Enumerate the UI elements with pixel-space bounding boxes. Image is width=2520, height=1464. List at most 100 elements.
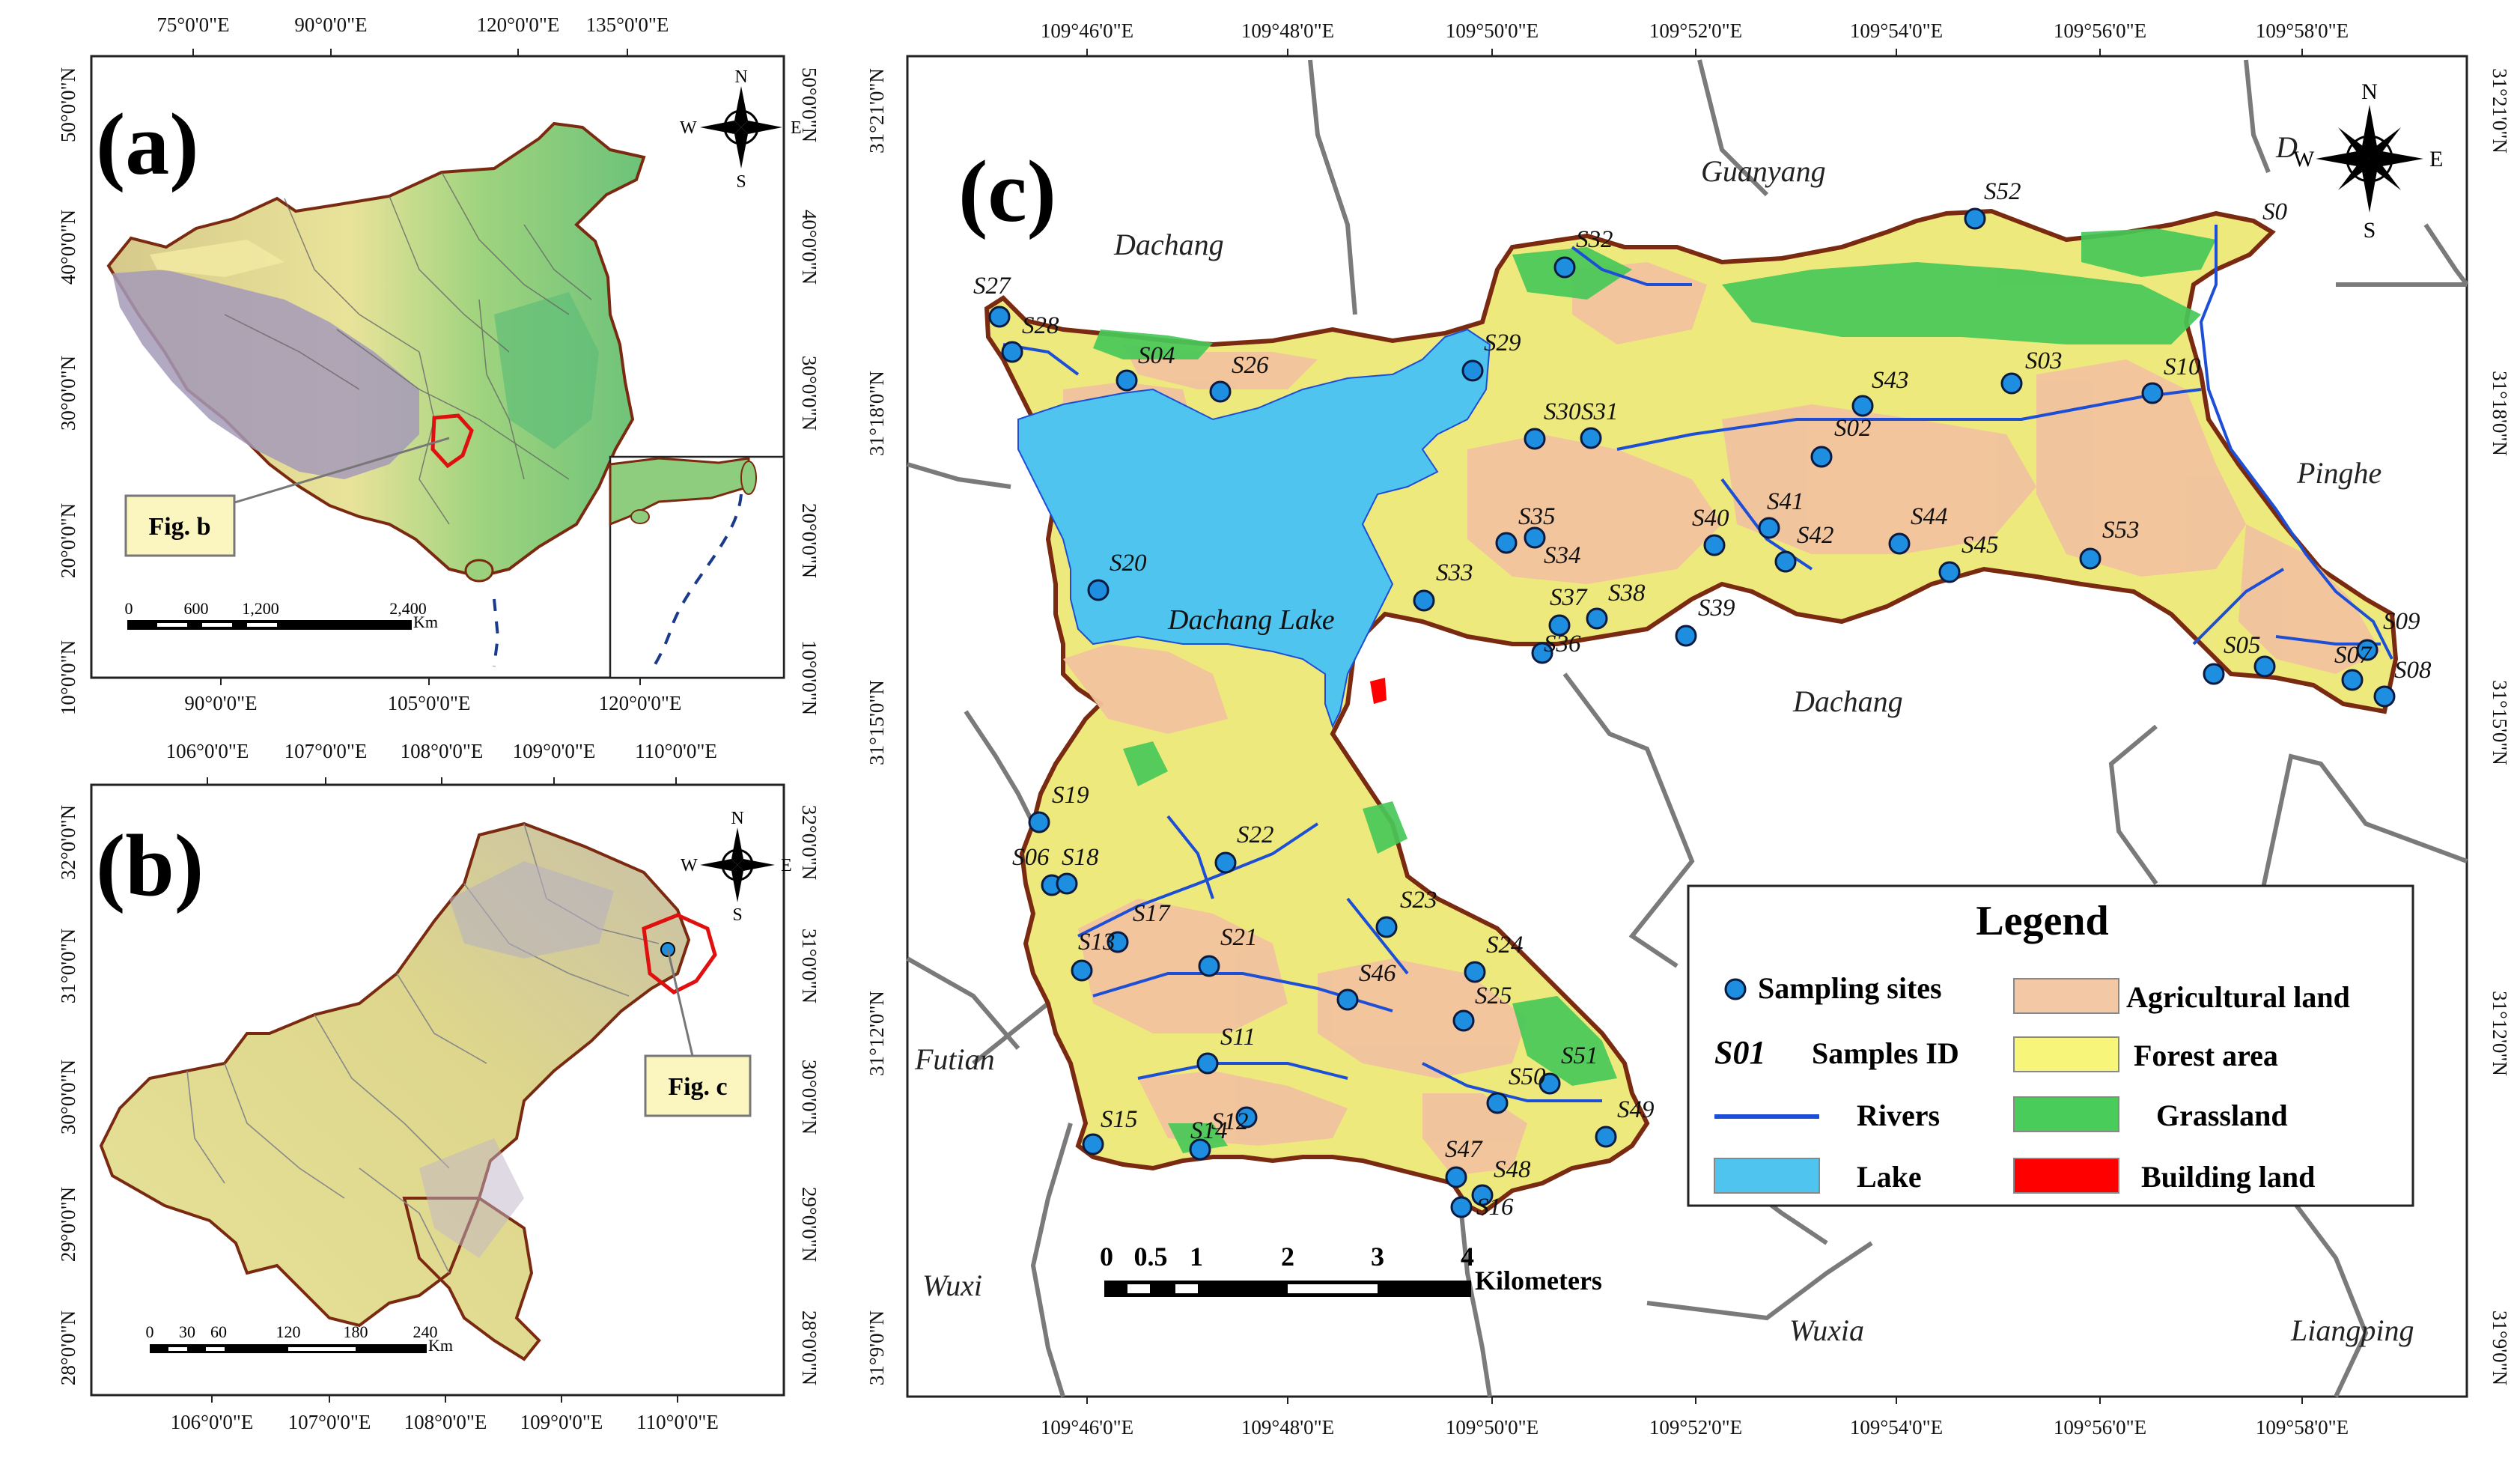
svg-text:W: W xyxy=(2293,147,2315,171)
lon-tick-label: 105°0'0"E xyxy=(388,692,471,714)
site-label: S31 xyxy=(1581,398,1619,425)
lat-tick-label: 31°15'0"N xyxy=(2489,680,2511,765)
place-name: Dachang xyxy=(1792,684,1903,718)
site-label: S06 xyxy=(1012,844,1050,871)
site-marker xyxy=(1071,959,1093,982)
site-marker xyxy=(1553,256,1576,279)
site-marker xyxy=(1486,1092,1509,1114)
lat-tick-label: 20°0'0"N xyxy=(57,503,79,578)
lat-tick-label: 30°0'0"N xyxy=(798,1060,821,1135)
site-label: S28 xyxy=(1022,312,1059,339)
site-marker xyxy=(1758,517,1780,539)
site-marker xyxy=(1938,561,1961,583)
site-marker xyxy=(1703,534,1726,556)
legend-label: Building land xyxy=(2141,1160,2315,1194)
svg-text:E: E xyxy=(781,856,792,875)
lon-tick-label: 109°46'0"E xyxy=(1041,1416,1133,1439)
lat-tick-label: 31°9'0"N xyxy=(2489,1310,2511,1385)
scale-tick: 1 xyxy=(1190,1242,1203,1272)
site-marker xyxy=(1774,550,1797,573)
site-label: S38 xyxy=(1608,580,1646,607)
scale-bar-c xyxy=(1104,1281,1471,1297)
scale-unit: Km xyxy=(413,613,438,631)
site-marker xyxy=(1461,359,1484,382)
site-label: S46 xyxy=(1359,960,1396,987)
legend-symbol-dot xyxy=(1724,978,1747,1000)
site-marker xyxy=(1198,955,1220,977)
panel-b-ticks: 106°0'0"E 107°0'0"E 108°0'0"E 109°0'0"E 110°… xyxy=(57,740,821,1433)
admin-boundaries xyxy=(906,59,2469,1398)
tibet-plateau xyxy=(112,270,419,479)
lon-tick-label: 135°0'0"E xyxy=(586,13,669,36)
lat-tick-label: 32°0'0"N xyxy=(57,805,79,880)
lon-tick-label: 110°0'0"E xyxy=(636,1411,719,1433)
site-marker xyxy=(1336,988,1359,1011)
site-label: S33 xyxy=(1436,559,1473,586)
legend-label: Forest area xyxy=(2134,1039,2278,1072)
lon-tick-label: 109°52'0"E xyxy=(1649,19,1742,42)
site-label: S50 xyxy=(1509,1063,1546,1090)
lat-tick-label: 31°0'0"N xyxy=(798,929,821,1003)
scale-tick: 30 xyxy=(179,1322,195,1341)
site-label: S17 xyxy=(1133,900,1171,927)
svg-text:W: W xyxy=(681,856,698,875)
site-marker xyxy=(1548,614,1571,637)
site-marker xyxy=(2253,655,2276,678)
chongqing-highlight xyxy=(430,413,474,469)
site-marker xyxy=(1888,532,1911,555)
lat-tick-label: 10°0'0"N xyxy=(798,640,821,715)
lon-tick-label: 109°56'0"E xyxy=(2054,19,2146,42)
place-name: D xyxy=(2275,130,2298,164)
site-marker xyxy=(2356,639,2379,661)
site-label: S08 xyxy=(2394,657,2432,684)
site-label: S39 xyxy=(1698,595,1735,622)
site-label: S05 xyxy=(2224,632,2261,659)
lon-tick-label: 109°50'0"E xyxy=(1446,1416,1539,1439)
province-boundaries xyxy=(224,171,592,525)
site-label: S09 xyxy=(2383,608,2420,635)
site-label: S13 xyxy=(1078,929,1116,956)
scale-tick: 240 xyxy=(413,1322,438,1341)
lat-tick-label: 31°18'0"N xyxy=(2489,371,2511,456)
site-marker xyxy=(1107,931,1129,953)
site-marker xyxy=(2141,382,2164,404)
lon-tick-label: 109°56'0"E xyxy=(2054,1416,2146,1439)
lat-tick-label: 30°0'0"N xyxy=(798,356,821,431)
site-label: S30 xyxy=(1544,398,1581,425)
site-label: S0 xyxy=(2262,198,2288,225)
svg-text:S: S xyxy=(2364,218,2376,243)
site-marker xyxy=(1116,369,1138,392)
site-marker xyxy=(1445,1166,1467,1188)
site-marker xyxy=(1082,1133,1104,1155)
site-marker xyxy=(1196,1052,1219,1075)
site-marker xyxy=(1851,395,1874,417)
lon-tick-label: 109°58'0"E xyxy=(2256,19,2349,42)
site-label: S02 xyxy=(1834,415,1872,442)
site-marker xyxy=(1524,428,1546,450)
site-label: S47 xyxy=(1445,1136,1483,1163)
site-label: S23 xyxy=(1400,887,1437,914)
north-arrow-b: N S E W xyxy=(681,809,792,925)
scale-tick: 120 xyxy=(276,1322,301,1341)
site-label: S36 xyxy=(1544,631,1581,657)
legend-label: Lake xyxy=(1857,1160,1922,1194)
site-label: S24 xyxy=(1486,932,1524,959)
site-label: S52 xyxy=(1984,178,2021,205)
callout-box-c xyxy=(644,1054,752,1117)
lat-tick-label: 31°15'0"N xyxy=(865,680,888,765)
lat-tick-label: 31°12'0"N xyxy=(865,991,888,1076)
lat-tick-label: 31°12'0"N xyxy=(2489,991,2511,1076)
site-label: S15 xyxy=(1101,1106,1138,1133)
china-landmass xyxy=(106,121,646,579)
site-label: S29 xyxy=(1484,329,1521,356)
lat-tick-label: 29°0'0"N xyxy=(798,1187,821,1262)
lon-tick-label: 90°0'0"E xyxy=(294,13,367,36)
lat-tick-label: 29°0'0"N xyxy=(57,1187,79,1262)
lon-tick-label: 120°0'0"E xyxy=(599,692,682,714)
lon-tick-label: 109°46'0"E xyxy=(1041,19,1133,42)
site-marker xyxy=(1235,1106,1258,1129)
legend-swatch xyxy=(2013,1036,2119,1072)
